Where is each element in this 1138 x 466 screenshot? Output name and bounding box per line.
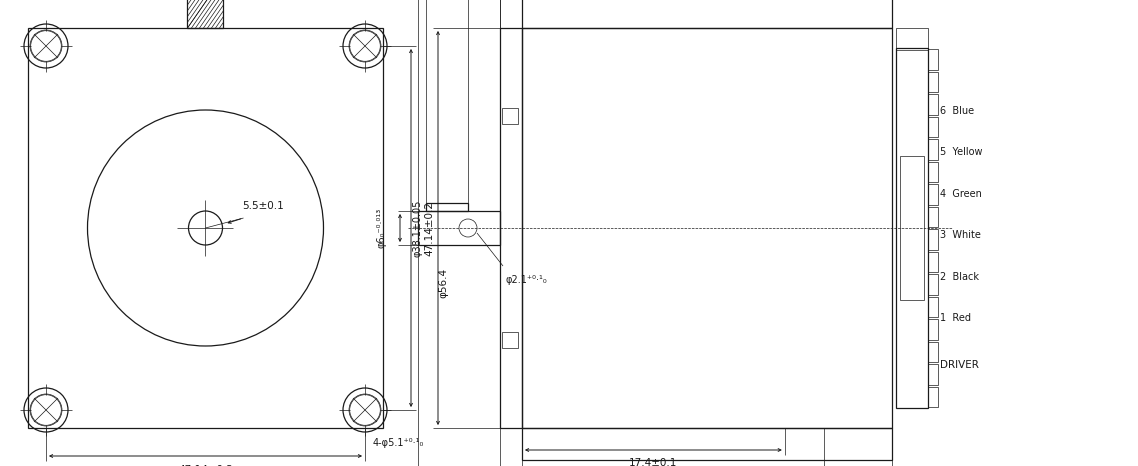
Text: 4  Green: 4 Green bbox=[940, 189, 982, 199]
Text: φ6₀⁻⁰·⁰¹³: φ6₀⁻⁰·⁰¹³ bbox=[377, 208, 387, 248]
Bar bbox=[896, 48, 927, 408]
Text: 4-φ5.1⁺⁰·¹₀: 4-φ5.1⁺⁰·¹₀ bbox=[373, 438, 424, 448]
Bar bbox=[927, 342, 938, 362]
Text: 2  Black: 2 Black bbox=[940, 272, 979, 281]
Bar bbox=[522, 428, 892, 460]
Bar bbox=[927, 364, 938, 384]
Bar bbox=[927, 274, 938, 295]
Bar bbox=[522, 0, 892, 28]
Bar bbox=[426, 203, 468, 211]
Text: φ2.1⁺⁰·¹₀: φ2.1⁺⁰·¹₀ bbox=[505, 275, 547, 285]
Bar bbox=[900, 156, 924, 300]
Text: 5.5±0.1: 5.5±0.1 bbox=[242, 201, 284, 211]
Text: 6  Blue: 6 Blue bbox=[940, 106, 974, 116]
Bar bbox=[418, 211, 500, 245]
Bar bbox=[927, 116, 938, 137]
Bar bbox=[927, 386, 938, 407]
Text: 1  Red: 1 Red bbox=[940, 313, 971, 323]
Text: DRIVER: DRIVER bbox=[940, 360, 979, 370]
Bar bbox=[28, 28, 384, 428]
Bar bbox=[927, 49, 938, 69]
Bar bbox=[927, 296, 938, 317]
Bar bbox=[927, 319, 938, 340]
Bar bbox=[927, 252, 938, 272]
Text: 17.4±0.1: 17.4±0.1 bbox=[629, 458, 677, 466]
Bar bbox=[502, 108, 518, 124]
Text: 5  Yellow: 5 Yellow bbox=[940, 147, 982, 158]
Bar bbox=[896, 28, 927, 50]
Text: 3  White: 3 White bbox=[940, 230, 981, 240]
Bar bbox=[522, 28, 892, 428]
Text: 47.14±0.2: 47.14±0.2 bbox=[424, 200, 434, 255]
Bar bbox=[927, 206, 938, 227]
Bar bbox=[927, 94, 938, 115]
Bar bbox=[502, 332, 518, 348]
Text: φ56.4: φ56.4 bbox=[438, 268, 448, 298]
Bar bbox=[927, 162, 938, 182]
Text: φ38.1±0.05: φ38.1±0.05 bbox=[413, 199, 423, 257]
Text: 47.14±0.2: 47.14±0.2 bbox=[178, 465, 233, 466]
Bar bbox=[927, 71, 938, 92]
Bar bbox=[927, 229, 938, 249]
Bar bbox=[927, 184, 938, 205]
Bar bbox=[188, 0, 223, 28]
Bar bbox=[500, 28, 522, 428]
Bar bbox=[927, 139, 938, 159]
